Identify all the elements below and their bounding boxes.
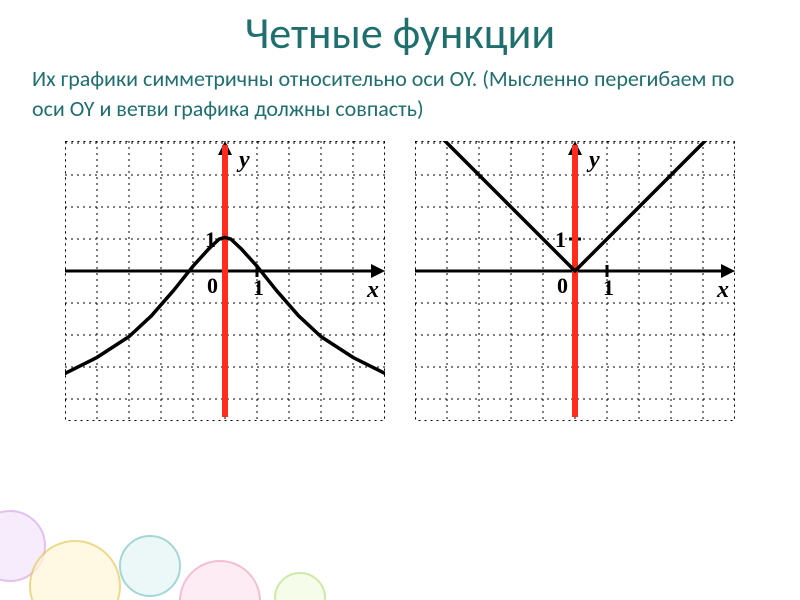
slide: Четные функции Их графики симметричны от… xyxy=(0,6,800,600)
svg-text:1: 1 xyxy=(555,227,566,252)
subtitle-text: Их графики симметричны относительно оси … xyxy=(32,64,768,123)
chart-left-even-peak: y x 0 1 1 xyxy=(65,141,385,421)
svg-text:x: x xyxy=(716,277,729,303)
page-title: Четные функции xyxy=(0,6,800,60)
svg-text:1: 1 xyxy=(253,275,264,300)
content-area: Четные функции Их графики симметричны от… xyxy=(0,6,800,600)
svg-text:1: 1 xyxy=(205,227,216,252)
charts-row: y x 0 1 1 y x 0 1 1 xyxy=(0,141,800,421)
chart-right-absolute-value: y x 0 1 1 xyxy=(415,141,735,421)
svg-text:0: 0 xyxy=(207,273,218,298)
svg-text:x: x xyxy=(366,277,379,303)
svg-text:y: y xyxy=(236,147,250,173)
svg-text:y: y xyxy=(586,147,600,173)
svg-text:0: 0 xyxy=(557,273,568,298)
svg-text:1: 1 xyxy=(603,275,614,300)
